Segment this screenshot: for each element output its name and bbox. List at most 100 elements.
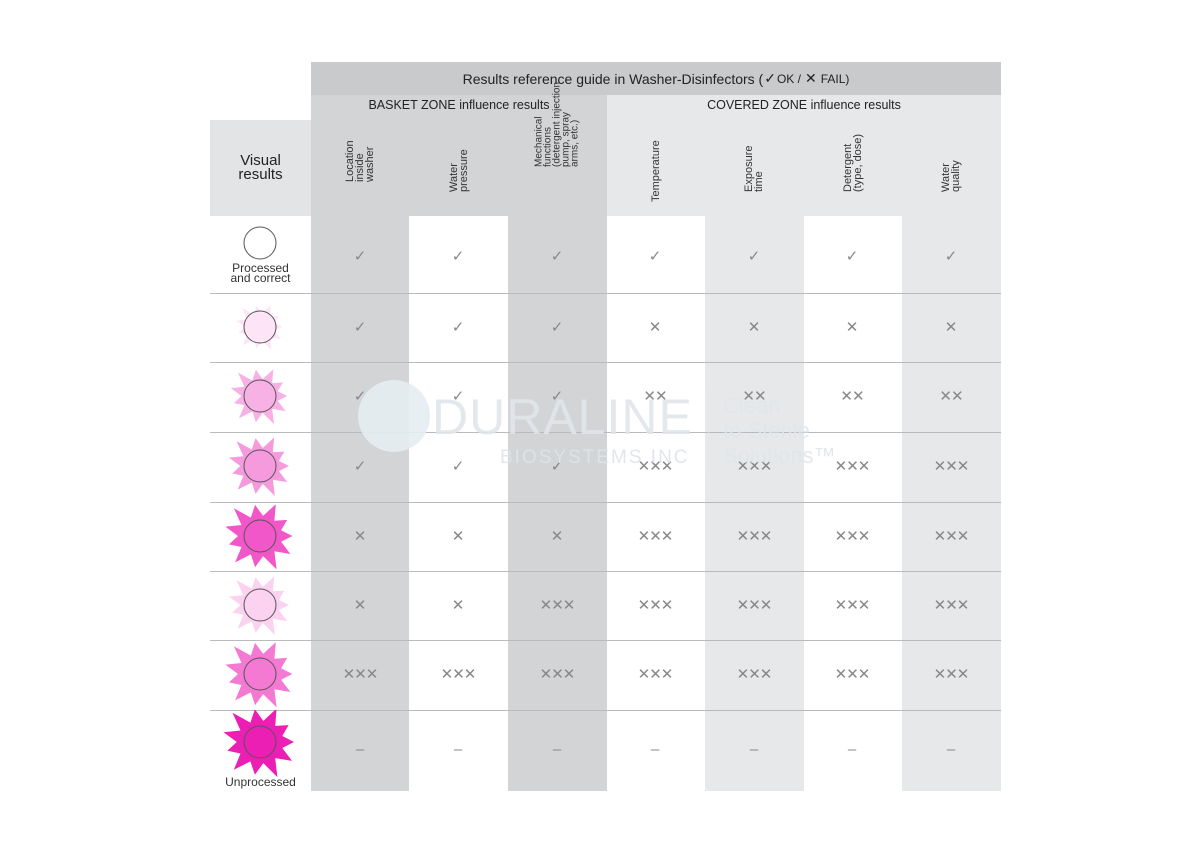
visual-result-cell: [210, 502, 311, 571]
column-bg-water-quality: [902, 216, 1001, 791]
fail-mark: ✕✕✕: [637, 666, 674, 683]
row-divider: [210, 362, 1001, 363]
fail-mark: ✕✕✕: [933, 666, 970, 683]
visual-result-cell: [210, 640, 311, 710]
fail-mark: ✕: [353, 527, 367, 545]
visual-result-label-line: Unprocessed: [225, 775, 296, 789]
visual-header-line-1: Visual: [240, 152, 281, 169]
column-header-text: Temperature: [650, 140, 662, 202]
visual-result-label: Unprocessed: [210, 775, 311, 789]
check-mark: ✓: [451, 388, 465, 405]
coupon-circle: [243, 588, 277, 622]
dash-mark: –: [946, 740, 956, 758]
check-mark: ✓: [550, 247, 564, 265]
visual-header-line-2: results: [238, 166, 283, 183]
covered-head-bg: [607, 95, 1001, 216]
stain-icon: [236, 305, 283, 350]
dash-mark: –: [453, 740, 463, 758]
fail-mark: ✕: [451, 527, 465, 545]
title-fail-label: FAIL): [820, 71, 850, 86]
dash-mark: –: [650, 740, 660, 758]
fail-mark: ✕✕✕: [834, 666, 871, 683]
column-header-text: Water pressure: [448, 149, 470, 192]
fail-mark: ✕: [550, 527, 564, 545]
check-mark: ✓: [550, 318, 564, 336]
column-header-text: Exposure time: [743, 145, 765, 192]
column-header-location: Location inside washer: [311, 120, 409, 212]
fail-mark: ✕✕✕: [933, 596, 970, 614]
check-mark: ✓: [944, 247, 958, 265]
visual-result-cell: [210, 362, 311, 432]
fail-mark: ✕✕✕: [834, 596, 871, 614]
fail-mark: ✕✕✕: [736, 458, 773, 475]
dash-mark: –: [847, 740, 857, 758]
visual-result-label: Processed and correct: [210, 261, 311, 284]
fail-mark: ✕: [451, 596, 465, 614]
check-mark: ✓: [451, 247, 465, 265]
column-header-mechanical: Mechanical functions (detergent injectio…: [508, 82, 606, 212]
check-mark: ✓: [550, 388, 564, 405]
fail-mark: ✕✕✕: [933, 458, 970, 475]
title-text: Results reference guide in Washer-Disinf…: [462, 70, 764, 87]
visual-result-label-line: Processed: [232, 261, 289, 275]
check-mark: ✓: [451, 318, 465, 336]
fail-mark: ✕✕✕: [736, 666, 773, 683]
row-divider: [210, 710, 1001, 711]
check-mark: ✓: [845, 247, 859, 265]
fail-mark: ✕✕✕: [834, 527, 871, 545]
coupon-circle: [243, 226, 277, 260]
check-mark: ✓: [353, 388, 367, 405]
column-bg-mechanical: [508, 95, 607, 791]
dash-mark: –: [552, 740, 562, 758]
coupon-circle: [243, 379, 277, 413]
stain-splatter: [230, 369, 288, 425]
visual-results-header: Visual results: [210, 120, 311, 216]
coupon-circle: [243, 519, 277, 553]
stain-icon: [223, 710, 294, 778]
fail-mark: ✕✕: [840, 388, 864, 405]
fail-mark: ✕✕✕: [637, 596, 674, 614]
fail-mark: ✕✕✕: [933, 527, 970, 545]
column-bg-detergent: [804, 216, 902, 791]
check-icon: ✓: [764, 70, 776, 86]
row-divider: [210, 432, 1001, 433]
fail-mark: ✕✕: [643, 388, 667, 405]
fail-mark: ✕✕: [939, 388, 963, 405]
visual-result-cell: [210, 432, 311, 502]
stain-icon: [243, 226, 277, 260]
fail-mark: ✕: [944, 318, 958, 336]
stain-splatter: [229, 576, 289, 635]
coupon-circle: [243, 657, 277, 691]
basket-zone-label: BASKET ZONE influence results: [368, 98, 550, 112]
column-header-text: Water quality: [940, 160, 962, 192]
fail-mark: ✕✕✕: [440, 666, 477, 683]
fail-mark: ✕: [845, 318, 859, 336]
column-header-text: Mechanical functions (detergent injectio…: [533, 81, 581, 167]
visual-result-cell: Unprocessed: [210, 710, 311, 791]
column-bg-exposure: [705, 216, 804, 791]
fail-mark: ✕✕✕: [539, 596, 576, 614]
row-divider: [210, 571, 1001, 572]
row-divider: [210, 502, 1001, 503]
coupon-circle: [243, 725, 277, 759]
row-divider: [210, 293, 1001, 294]
check-mark: ✓: [747, 247, 761, 265]
visual-result-cell: Processed and correct: [210, 216, 311, 293]
column-header-water-pressure: Water pressure: [410, 120, 508, 212]
stain-icon: [230, 369, 288, 425]
fail-mark: ✕✕✕: [539, 666, 576, 683]
fail-mark: ✕✕✕: [342, 666, 379, 683]
fail-mark: ✕: [747, 318, 761, 336]
check-mark: ✓: [353, 458, 367, 475]
column-head-bg-water-pressure: [409, 95, 508, 216]
dash-mark: –: [749, 740, 759, 758]
check-mark: ✓: [648, 247, 662, 265]
visual-result-cell: [210, 293, 311, 362]
column-header-text: Detergent (type, dose): [842, 133, 864, 192]
check-mark: ✓: [451, 458, 465, 475]
column-bg-water-pressure: [409, 216, 508, 791]
stain-icon: [225, 642, 293, 708]
column-header-exposure: Exposure time: [705, 120, 803, 212]
fail-mark: ✕✕✕: [736, 596, 773, 614]
stain-splatter: [229, 437, 289, 496]
